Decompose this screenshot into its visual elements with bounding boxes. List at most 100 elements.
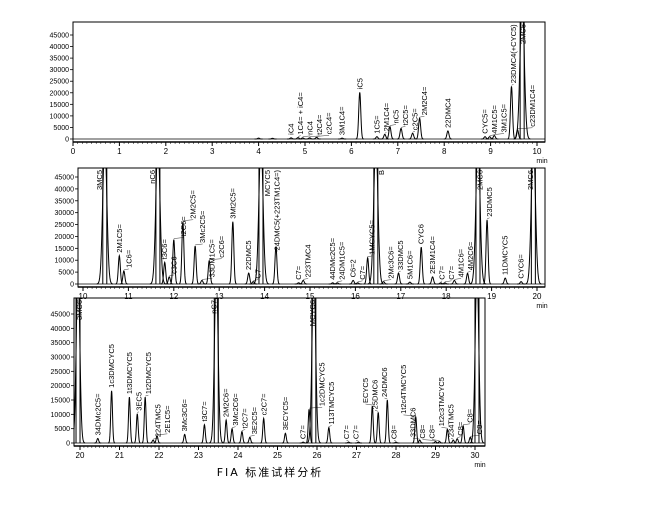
peak <box>312 136 321 140</box>
peak-label: 2M1C5= <box>115 224 124 253</box>
x-tick-label: 26 <box>313 451 322 460</box>
peak-label: 3MC6 <box>526 170 535 190</box>
peak-label: 2MC5 <box>519 24 528 44</box>
peak <box>490 134 499 140</box>
peak <box>228 427 236 444</box>
label-leader-line <box>389 124 396 126</box>
label-leader-line <box>209 258 222 260</box>
peak <box>281 432 289 444</box>
plot-frame <box>73 297 486 447</box>
peak <box>383 399 391 444</box>
peak-label: 1c3DMCYC5 <box>107 344 116 388</box>
peak <box>345 441 353 444</box>
label-leader-line <box>419 116 425 118</box>
peak-label: t2C5= <box>401 105 410 126</box>
peak <box>287 137 296 140</box>
peak-label: iC4 <box>287 124 296 135</box>
x-tick-label: 24 <box>234 451 243 460</box>
peak-label: 3MC5 <box>95 170 104 190</box>
peak <box>96 168 114 285</box>
peak-label: 1t2c4TMCYC5 <box>399 365 408 414</box>
peak <box>368 405 376 444</box>
peak <box>305 137 314 140</box>
peak-label: 2MC6 <box>476 170 485 190</box>
peak <box>482 219 492 285</box>
label-leader-line <box>275 245 278 252</box>
x-tick-label: 20 <box>533 292 542 301</box>
peak <box>440 282 449 285</box>
peak <box>133 413 141 444</box>
y-tick-label: 45000 <box>51 312 71 319</box>
peak <box>181 433 189 444</box>
peak-label: C8= <box>456 421 465 436</box>
peak-label: c2C7= <box>260 393 269 416</box>
x-tick-label: 16 <box>351 292 360 301</box>
peak-label: 22DMC4 <box>443 98 452 128</box>
peak-labels: 3MC52M1C5=1C6=nC6t3C6=c3C6=t2C6=2M2C5=3M… <box>95 169 535 283</box>
peak <box>355 441 362 444</box>
peak <box>338 137 347 140</box>
x-tick-label: 27 <box>352 451 361 460</box>
y-tick-label: 0 <box>65 137 69 144</box>
peak-label: 23DMC5 <box>485 187 494 217</box>
peak-offscale-edge <box>519 22 525 139</box>
peak-label: iC5 <box>355 78 364 89</box>
peak-labels: 3MC6 34DMc2C5= 1c3DMCYC5 1t3DMCYC53EC51t2DM… <box>75 300 484 442</box>
label-leader-line <box>511 84 514 86</box>
peak-label: C7= <box>342 425 351 440</box>
peak-label: 3Mt2C5= <box>228 187 237 218</box>
peak <box>353 282 362 285</box>
label-leader-line <box>302 135 311 138</box>
peak-label: CYC6= <box>517 254 526 279</box>
label-leader-line <box>412 437 420 440</box>
label-leader-line <box>457 436 461 438</box>
peak <box>450 279 459 285</box>
label-leader-line <box>145 394 149 397</box>
figure-caption: FIA 标准试样分析 <box>217 465 324 479</box>
peak <box>200 423 208 444</box>
label-leader-line <box>486 217 490 219</box>
peak <box>405 281 414 285</box>
peak-label: 1t2c3TMCYC5 <box>437 377 446 426</box>
peak-offscale-edge <box>474 298 480 443</box>
peak <box>396 127 406 140</box>
peak-label: 4M1C6= <box>457 248 466 277</box>
peak <box>513 22 531 140</box>
y-tick-label: 25000 <box>51 369 71 376</box>
peak <box>153 435 161 444</box>
peak-label: ECYC5 <box>361 378 370 403</box>
label-leader-line <box>440 280 443 282</box>
y-tick-label: 15000 <box>55 246 75 253</box>
peak-label: t2C7= <box>241 408 250 429</box>
peak <box>228 221 237 285</box>
y-tick-label: 25000 <box>50 79 70 86</box>
peak-label: 4M1C5= <box>490 105 499 134</box>
label-leader-line <box>303 278 309 280</box>
peak-label: 22DMC5 <box>244 240 253 270</box>
label-leader-line <box>441 427 448 429</box>
x-tick-label: 14 <box>260 292 269 301</box>
peak <box>205 259 214 285</box>
x-tick-label: 4 <box>256 147 261 156</box>
y-tick-label: 30000 <box>50 67 70 74</box>
peak <box>443 428 451 444</box>
peak-label: 5M1C6= <box>406 250 415 279</box>
peak-label: 1t2DMCYC5 <box>144 352 153 394</box>
peak-offscale-edge <box>102 168 108 284</box>
peak-label: 33DM1C5= <box>208 239 217 278</box>
peak-label: c2C6= <box>217 235 226 258</box>
peak <box>435 441 443 444</box>
x-tick-label: 13 <box>215 292 224 301</box>
peak-label: t3C7= <box>200 401 209 422</box>
peak-label: t2C6= <box>179 216 188 237</box>
peak <box>209 298 224 444</box>
chromatogram-panel-3: 0 5000 10000 15000 20000 25000 30000 35000 40000… <box>51 297 486 469</box>
peak <box>507 86 516 140</box>
x-tick-label: 28 <box>392 451 401 460</box>
x-tick-label: 17 <box>396 292 405 301</box>
label-leader-line <box>249 435 255 437</box>
y-tick-label: 40000 <box>50 44 70 51</box>
peak-label: 3M1C5= <box>500 103 509 132</box>
peak <box>466 436 474 444</box>
